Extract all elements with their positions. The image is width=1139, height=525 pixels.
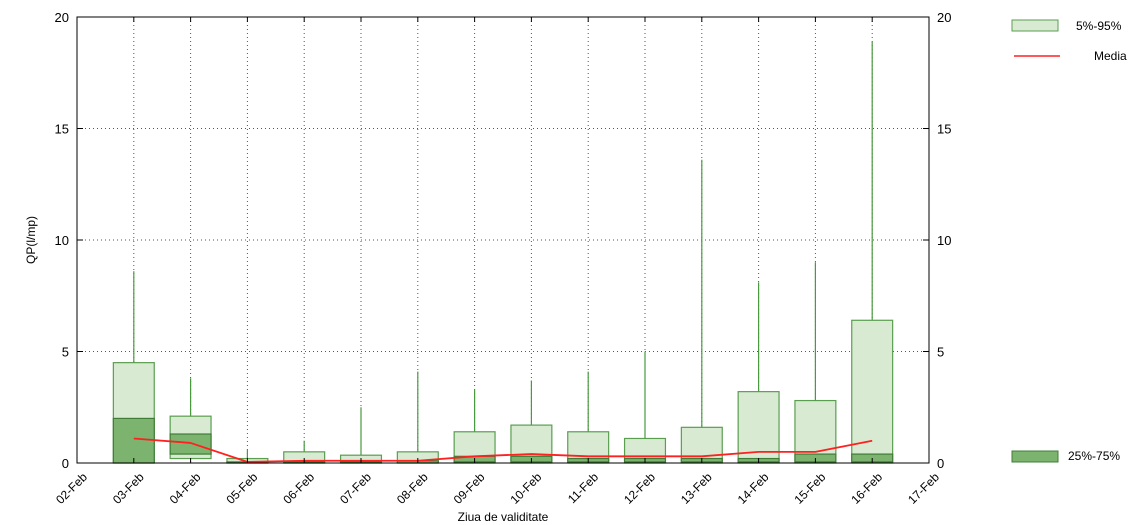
box-25-75 bbox=[169, 433, 212, 455]
legend-label-5-95: 5%-95% bbox=[1076, 19, 1122, 33]
x-tick-label: 02-Feb bbox=[53, 470, 90, 507]
y-tick-label-left: 0 bbox=[62, 456, 69, 471]
legend-swatch-25-75 bbox=[1011, 450, 1059, 463]
x-tick-label: 08-Feb bbox=[394, 470, 431, 507]
legend: 5%-95% Media 25%-75% bbox=[1011, 19, 1127, 463]
x-tick-label: 09-Feb bbox=[451, 470, 488, 507]
whiskers bbox=[133, 41, 873, 459]
x-tick-label: 05-Feb bbox=[224, 470, 261, 507]
y-tick-label-right: 0 bbox=[937, 456, 944, 471]
y-tick-label-right: 5 bbox=[937, 345, 944, 360]
x-axis-label: Ziua de validitate bbox=[458, 510, 549, 524]
legend-label-25-75: 25%-75% bbox=[1068, 449, 1120, 463]
y-tick-label-right: 20 bbox=[937, 10, 951, 25]
box-5-95 bbox=[567, 431, 610, 464]
y-axis-label: QP(l/mp) bbox=[24, 216, 38, 264]
mean-line bbox=[133, 437, 873, 463]
y-tick-label-left: 20 bbox=[55, 10, 69, 25]
x-tick-label: 16-Feb bbox=[848, 470, 885, 507]
x-tick-label: 11-Feb bbox=[565, 470, 601, 506]
y-tick-label-right: 10 bbox=[937, 233, 951, 248]
y-tick-label-left: 15 bbox=[55, 122, 69, 137]
y-tick-label-left: 10 bbox=[55, 233, 69, 248]
mean-polyline bbox=[133, 437, 873, 463]
x-tick-label: 15-Feb bbox=[792, 470, 829, 507]
x-tick-label: 03-Feb bbox=[110, 470, 147, 507]
x-tick-label: 12-Feb bbox=[621, 470, 658, 507]
box-25-75 bbox=[112, 417, 155, 464]
legend-swatch-5-95 bbox=[1011, 19, 1059, 32]
box-5-95 bbox=[851, 319, 894, 464]
plot-background bbox=[77, 17, 929, 463]
x-tick-label: 13-Feb bbox=[678, 470, 715, 507]
x-tick-label: 14-Feb bbox=[735, 470, 772, 507]
legend-label-media: Media bbox=[1094, 49, 1127, 63]
y-tick-label-left: 5 bbox=[62, 345, 69, 360]
x-tick-label: 06-Feb bbox=[280, 470, 317, 507]
box-5-95 bbox=[680, 426, 723, 464]
x-tick-label: 10-Feb bbox=[508, 470, 545, 507]
x-tick-label: 04-Feb bbox=[167, 470, 204, 507]
y-tick-label-right: 15 bbox=[937, 122, 951, 137]
x-tick-label: 17-Feb bbox=[905, 470, 942, 507]
x-tick-label: 07-Feb bbox=[337, 470, 374, 507]
